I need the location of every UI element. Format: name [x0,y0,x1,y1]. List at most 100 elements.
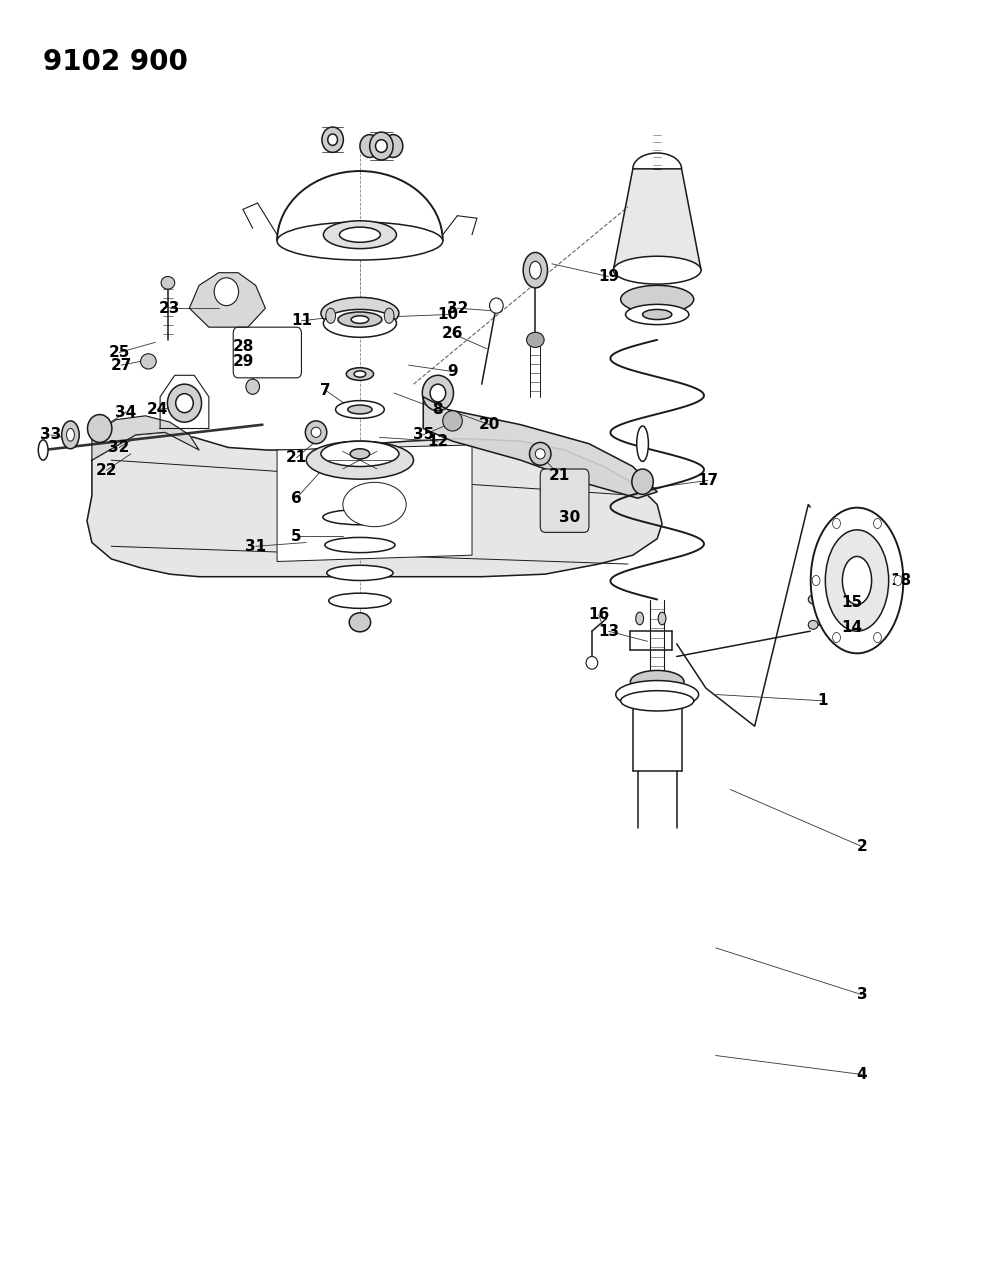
Text: 13: 13 [598,623,619,639]
Ellipse shape [328,593,391,608]
Polygon shape [87,432,663,576]
Ellipse shape [67,428,75,441]
Ellipse shape [523,252,548,288]
Text: 19: 19 [598,269,619,284]
Ellipse shape [811,507,903,653]
Ellipse shape [214,278,239,306]
Text: 32: 32 [108,440,130,455]
Ellipse shape [846,620,858,630]
Ellipse shape [620,691,694,711]
Ellipse shape [176,394,194,413]
Ellipse shape [625,305,689,325]
Text: 11: 11 [291,314,312,329]
FancyBboxPatch shape [541,469,589,533]
Ellipse shape [808,595,818,604]
Ellipse shape [320,441,399,467]
Ellipse shape [161,277,175,289]
Text: 21: 21 [286,450,308,465]
Ellipse shape [808,621,818,630]
FancyBboxPatch shape [233,328,302,377]
Text: 27: 27 [110,358,132,372]
Text: 25: 25 [108,346,130,360]
Ellipse shape [826,530,889,631]
Ellipse shape [62,421,80,449]
Ellipse shape [442,411,462,431]
Ellipse shape [620,286,694,314]
Ellipse shape [384,309,394,324]
Text: 6: 6 [291,491,302,506]
Ellipse shape [833,519,840,529]
Ellipse shape [354,371,366,377]
Text: 34: 34 [115,404,137,419]
Ellipse shape [894,575,901,585]
Text: 4: 4 [856,1067,867,1082]
Polygon shape [424,397,658,499]
Ellipse shape [586,657,598,669]
Ellipse shape [383,135,403,157]
Ellipse shape [833,632,840,643]
Polygon shape [190,273,265,328]
Ellipse shape [321,128,343,153]
Ellipse shape [323,221,396,249]
Ellipse shape [325,309,335,324]
Ellipse shape [335,400,384,418]
Ellipse shape [530,261,542,279]
Ellipse shape [874,519,882,529]
Ellipse shape [343,482,406,527]
Ellipse shape [307,441,414,479]
Ellipse shape [637,426,649,462]
Ellipse shape [346,367,374,380]
Polygon shape [277,445,472,561]
Text: 22: 22 [95,463,117,478]
Ellipse shape [615,681,699,709]
Ellipse shape [659,612,665,625]
Ellipse shape [339,227,380,242]
Ellipse shape [338,312,381,328]
Ellipse shape [348,405,373,414]
Text: 31: 31 [245,539,266,553]
Text: 5: 5 [291,529,302,543]
Ellipse shape [527,333,545,347]
Ellipse shape [324,538,395,552]
Text: 33: 33 [40,427,62,442]
Text: 9102 900: 9102 900 [43,48,188,76]
Ellipse shape [167,384,202,422]
Ellipse shape [323,310,396,338]
Ellipse shape [312,427,320,437]
Ellipse shape [246,379,260,394]
Text: 12: 12 [428,434,448,449]
Text: 24: 24 [146,402,168,417]
Ellipse shape [38,440,48,460]
Text: 7: 7 [320,382,331,398]
Text: 32: 32 [446,301,468,316]
Ellipse shape [643,310,671,320]
Ellipse shape [613,256,701,284]
Text: 21: 21 [549,468,570,483]
Text: 17: 17 [697,473,719,488]
Text: 8: 8 [433,402,443,417]
Ellipse shape [370,133,393,159]
Text: 9: 9 [447,363,458,379]
Ellipse shape [632,469,654,495]
Text: 35: 35 [413,427,434,442]
Ellipse shape [322,510,397,525]
Text: 14: 14 [841,620,863,635]
Ellipse shape [431,384,445,402]
Ellipse shape [530,442,550,465]
Ellipse shape [327,134,337,145]
Text: 2: 2 [856,839,867,854]
Ellipse shape [842,556,872,604]
Text: 10: 10 [437,307,458,323]
Text: 30: 30 [559,510,580,525]
Ellipse shape [812,575,820,585]
Ellipse shape [423,375,453,411]
Ellipse shape [360,135,379,157]
Text: 18: 18 [891,572,911,588]
Text: 20: 20 [479,417,500,432]
Text: 15: 15 [841,594,863,609]
Ellipse shape [87,414,112,442]
Ellipse shape [490,298,503,314]
Ellipse shape [141,353,156,368]
Ellipse shape [277,222,442,260]
Text: 29: 29 [232,354,254,368]
